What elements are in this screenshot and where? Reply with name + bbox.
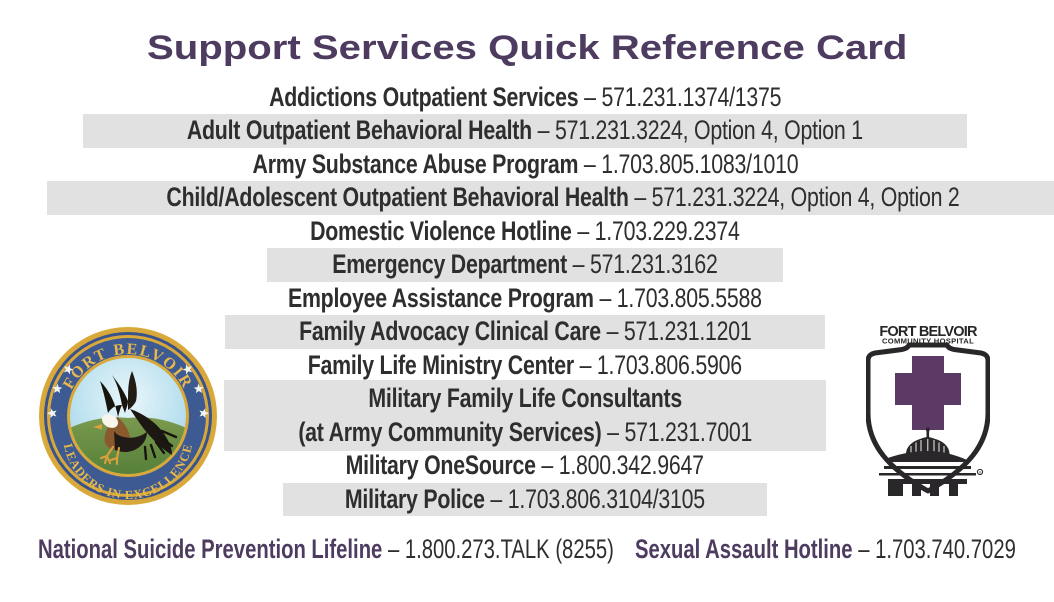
- svg-text:®: ®: [979, 470, 982, 475]
